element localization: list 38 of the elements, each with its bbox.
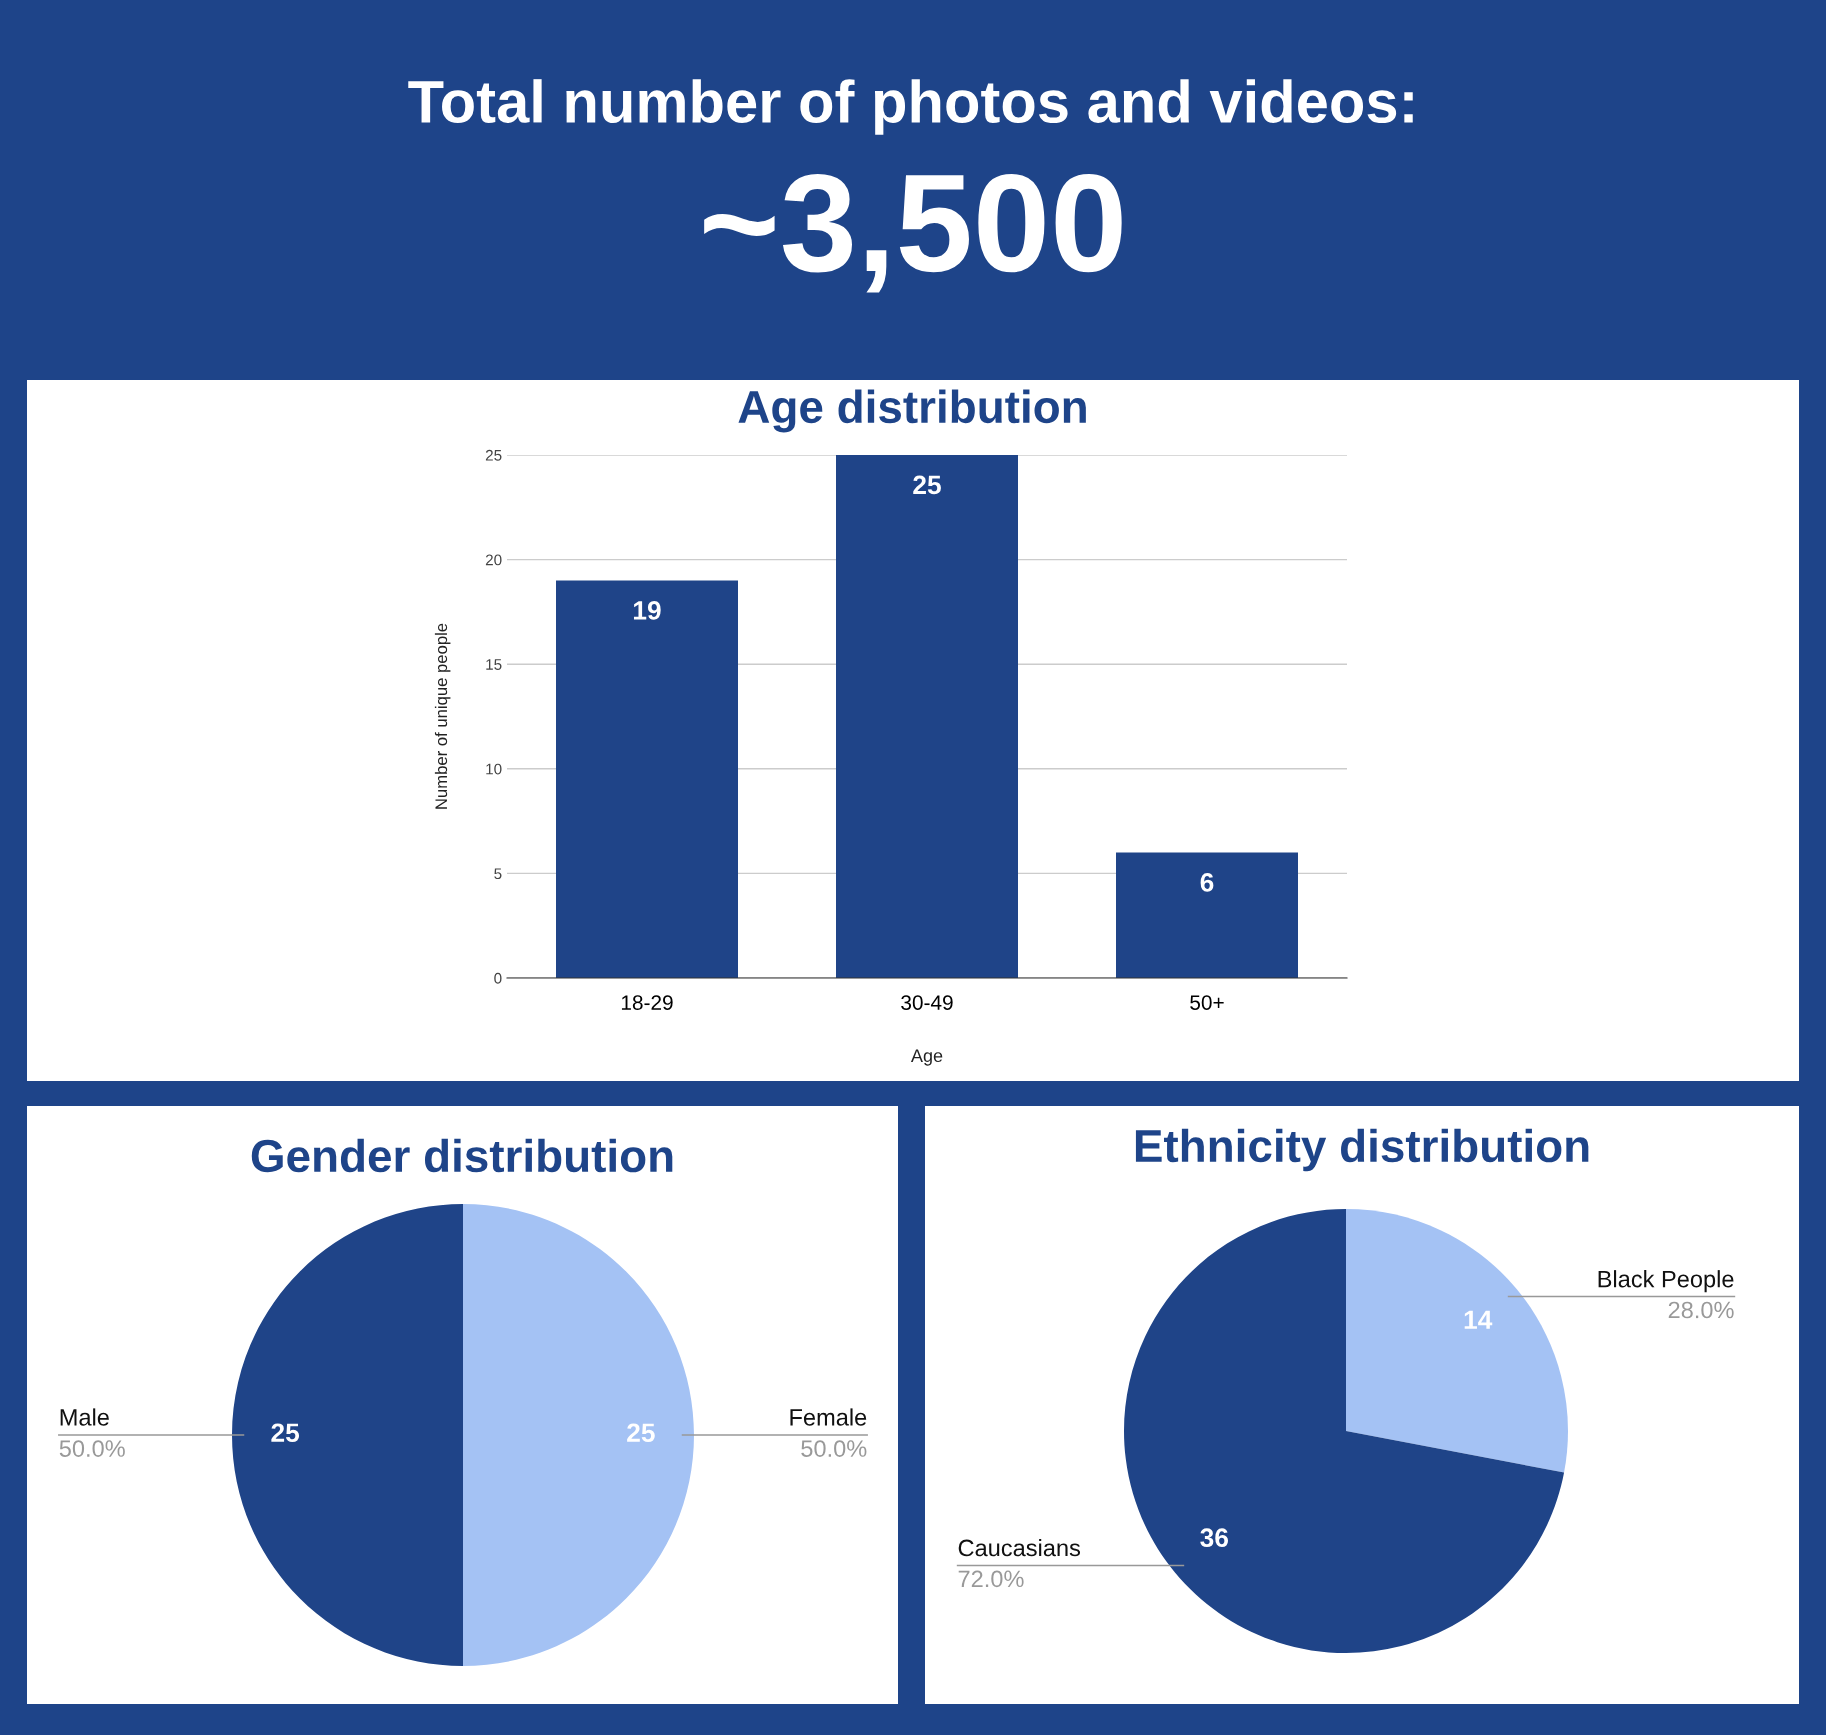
x-axis-title: Age: [910, 1049, 943, 1066]
y-tick-label: 25: [485, 449, 502, 461]
x-tick-label: 30-49: [901, 995, 953, 1010]
data-label: 14: [1464, 1310, 1493, 1329]
text: 72.0%: [958, 1570, 1024, 1588]
slice-label: Black People: [1598, 1270, 1734, 1293]
chart-title: Gender distribution: [251, 1138, 673, 1173]
pie-slice: [463, 1204, 694, 1666]
data-label: 19: [633, 601, 661, 620]
data-label: 25: [627, 1423, 655, 1443]
y-tick-label: 15: [486, 659, 502, 670]
data-label: 6: [1200, 873, 1214, 892]
text: 50.0%: [59, 1440, 125, 1457]
bar: [556, 580, 738, 978]
text: ~3,500: [704, 173, 1122, 293]
text: Total number of photos and videos:: [408, 79, 1413, 135]
slice-label: Male: [60, 1408, 109, 1426]
y-tick-label: 0: [494, 972, 502, 984]
bar: [836, 455, 1018, 978]
text: 28.0%: [1668, 1301, 1734, 1319]
chart-title: Ethnicity distribution: [1135, 1128, 1589, 1172]
pie-slice: [232, 1204, 463, 1666]
data-label: 25: [913, 475, 941, 495]
x-tick-label: 50+: [1190, 995, 1224, 1010]
x-tick-label: 18-29: [621, 995, 673, 1010]
text: 50.0%: [801, 1440, 867, 1457]
chart-title: Age distribution: [738, 389, 1086, 433]
pie-slice: [1124, 1209, 1565, 1653]
bar: [1116, 852, 1298, 978]
y-tick-label: 20: [485, 554, 502, 566]
y-tick-label: 10: [486, 763, 502, 775]
data-label: 36: [1200, 1528, 1229, 1548]
pie-slice: [1346, 1209, 1568, 1473]
slice-label: Female: [790, 1408, 867, 1426]
slice-label: Caucasians: [958, 1538, 1081, 1557]
y-axis-title: Number of unique people: [434, 623, 451, 809]
data-label: 25: [271, 1423, 300, 1443]
y-tick-label: 5: [494, 868, 502, 880]
